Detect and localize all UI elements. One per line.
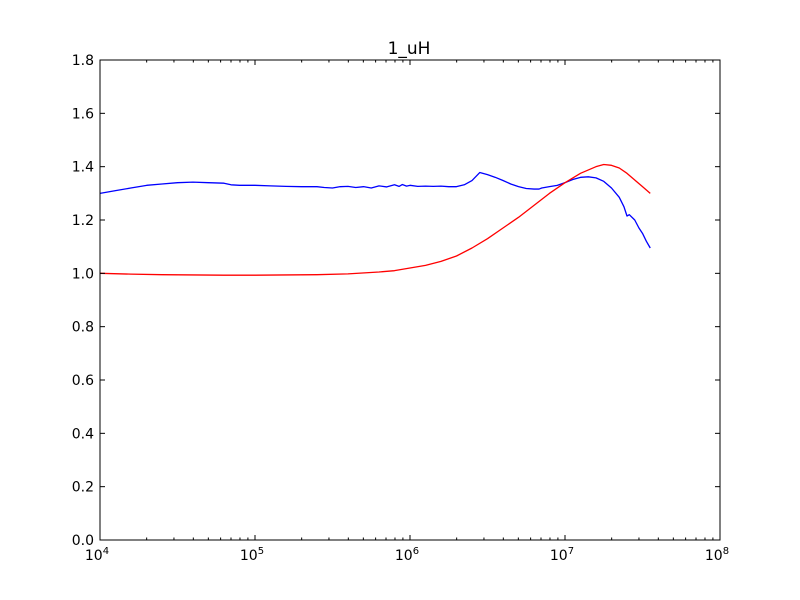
chart-title: 1_uH xyxy=(388,39,431,59)
x-tick-exponent: 6 xyxy=(413,546,419,557)
y-axis: 0.0 0.2 0.4 0.6 0.8 1.0 1.2 1.4 1.6 1.8 xyxy=(72,53,720,549)
x-tick-base: 10 xyxy=(85,548,103,564)
series-line-1 xyxy=(99,171,651,249)
plot-frame xyxy=(99,59,721,541)
x-tick-base: 10 xyxy=(395,548,413,564)
x-tick-base: 10 xyxy=(240,548,258,564)
x-tick-base: 10 xyxy=(550,548,568,564)
x-tick-base: 10 xyxy=(705,548,723,564)
x-tick-label: 107 xyxy=(550,546,574,564)
y-tick-label: 0.4 xyxy=(72,426,94,442)
plot-series xyxy=(99,163,651,276)
x-tick-exponent: 7 xyxy=(568,546,574,557)
y-tick-label: 1.4 xyxy=(72,160,94,176)
x-tick-label: 106 xyxy=(395,546,419,564)
x-tick-exponent: 5 xyxy=(258,546,264,557)
x-tick-exponent: 4 xyxy=(103,546,109,557)
x-axis: 104 105 106 107 108 xyxy=(85,60,729,564)
x-tick-label: 104 xyxy=(85,546,109,564)
x-tick-exponent: 8 xyxy=(723,546,729,557)
y-tick-label: 1.6 xyxy=(72,106,94,122)
y-tick-label: 1.2 xyxy=(72,213,94,229)
y-tick-label: 0.8 xyxy=(72,320,94,336)
y-tick-label: 1.0 xyxy=(72,266,94,282)
y-tick-label: 1.8 xyxy=(72,53,94,69)
y-tick-label: 0.2 xyxy=(72,480,94,496)
x-tick-label: 108 xyxy=(705,546,729,564)
x-tick-label: 105 xyxy=(240,546,264,564)
y-tick-label: 0.6 xyxy=(72,373,94,389)
y-tick-label: 0.0 xyxy=(72,533,94,549)
series-line-2 xyxy=(99,163,651,276)
